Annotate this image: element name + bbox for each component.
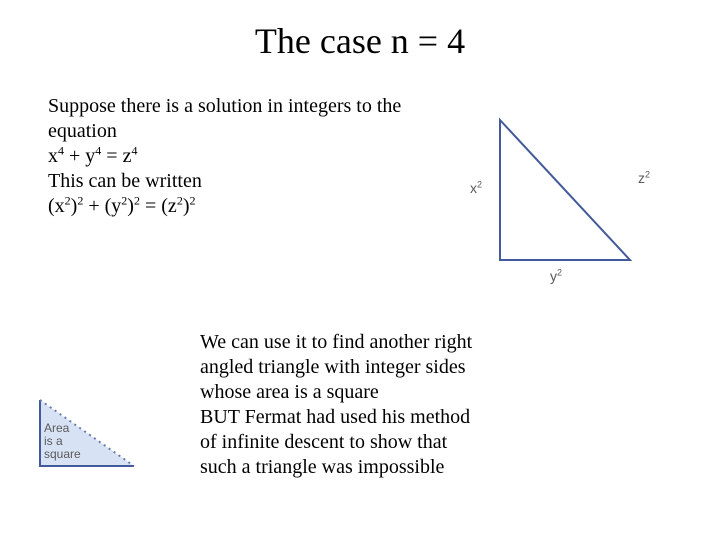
eq2-y-in: 2	[121, 193, 127, 207]
eq2-z-in: 2	[177, 193, 183, 207]
p2-l2: angled triangle with integer sides	[200, 356, 465, 378]
p2-l1: We can use it to find another right	[200, 331, 472, 353]
eq2-y: y	[111, 195, 121, 217]
label-y2-base: y	[550, 268, 557, 284]
label-x2: x2	[470, 180, 482, 196]
eq1: x4 + y4 = z4	[48, 145, 137, 167]
label-y2-sup: 2	[557, 267, 562, 277]
p2-l3: whose area is a square	[200, 381, 379, 403]
p2-l4: BUT Fermat had used his method	[200, 406, 470, 428]
label-z2: z2	[638, 170, 650, 186]
eq1-y: y	[85, 145, 95, 167]
small-l2: is a	[44, 434, 63, 448]
small-triangle: Area is a square	[38, 380, 138, 470]
eq1-z-pow: 4	[131, 143, 137, 157]
large-triangle-shape	[500, 120, 630, 260]
eq2-z: z	[168, 195, 177, 217]
eq1-x-pow: 4	[58, 143, 64, 157]
eq1-x: x	[48, 145, 58, 167]
slide: The case n = 4 Suppose there is a soluti…	[0, 0, 720, 540]
p1-line2: This can be written	[48, 170, 202, 192]
label-z2-sup: 2	[645, 169, 650, 179]
eq2: (x2)2 + (y2)2 = (z2)2	[48, 195, 195, 217]
eq2-x-in: 2	[65, 193, 71, 207]
label-x2-sup: 2	[477, 179, 482, 189]
large-triangle-svg	[460, 100, 660, 290]
p2-l6: such a triangle was impossible	[200, 456, 444, 478]
small-l1: Area	[44, 421, 69, 435]
eq2-x: x	[55, 195, 65, 217]
p2-l5: of infinite descent to show that	[200, 431, 447, 453]
eq2-y-out: 2	[134, 193, 140, 207]
large-triangle: x2 y2 z2	[460, 100, 660, 290]
label-x2-base: x	[470, 180, 477, 196]
eq1-y-pow: 4	[95, 143, 101, 157]
p1-line1: Suppose there is a solution in integers …	[48, 95, 401, 142]
small-triangle-label: Area is a square	[44, 422, 81, 462]
slide-title: The case n = 4	[0, 20, 720, 62]
label-z2-base: z	[638, 170, 645, 186]
paragraph-1: Suppose there is a solution in integers …	[48, 94, 468, 219]
eq2-z-out: 2	[189, 193, 195, 207]
eq2-x-out: 2	[77, 193, 83, 207]
label-y2: y2	[550, 268, 562, 284]
small-l3: square	[44, 447, 81, 461]
paragraph-2: We can use it to find another right angl…	[200, 330, 550, 480]
